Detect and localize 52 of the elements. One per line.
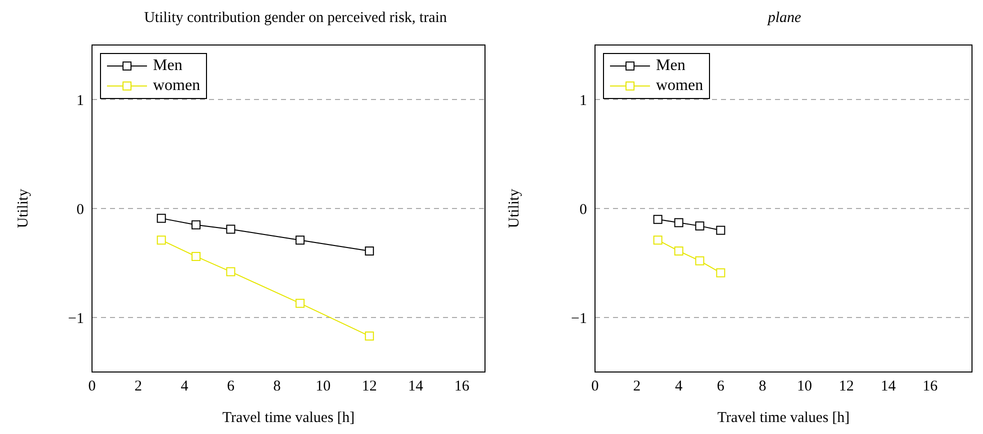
x-tick-label: 10 [316, 378, 331, 395]
point [716, 268, 726, 278]
point [156, 236, 166, 245]
y-axis-title: Utility [15, 188, 32, 228]
legend-label: Men [656, 56, 686, 76]
point [695, 221, 704, 230]
x-tick-label: 8 [758, 378, 766, 395]
x-tick-label: 14 [408, 378, 424, 395]
point [192, 220, 201, 230]
x-tick-label: 12 [362, 378, 377, 395]
y-tick-label: −1 [571, 310, 587, 327]
point [156, 214, 166, 223]
y-tick-label: 1 [76, 92, 84, 109]
x-tick-label: 16 [922, 378, 938, 395]
x-tick-label: 12 [838, 378, 854, 395]
x-axis-title: Travel time values [h] [222, 410, 355, 426]
x-tick-label: 2 [134, 378, 142, 395]
x-tick-label: 16 [454, 378, 470, 395]
x-axis-title: Travel time values [h] [717, 410, 850, 426]
chart-title: Utility contribution gender on perceived risk, train [143, 10, 448, 27]
x-tick-label: 4 [675, 378, 684, 395]
point [653, 236, 662, 245]
x-tick-label: 14 [880, 378, 896, 395]
y-tick-label: 0 [580, 202, 587, 218]
point [296, 298, 305, 308]
y-tick-label: −1 [68, 310, 84, 327]
x-tick-label: 6 [716, 378, 725, 395]
point [653, 214, 662, 224]
point [716, 226, 726, 235]
x-tick-label: 0 [591, 378, 599, 395]
point [226, 224, 236, 234]
y-tick-label: 0 [76, 202, 84, 218]
point [674, 218, 684, 228]
point [296, 236, 305, 245]
point [364, 332, 374, 341]
point [674, 246, 684, 256]
point [695, 256, 704, 266]
x-tick-label: 10 [796, 378, 812, 395]
x-tick-label: 0 [88, 378, 96, 395]
chart-title: plane [766, 10, 802, 27]
x-tick-label: 6 [226, 378, 235, 395]
point [192, 252, 201, 261]
legend-label: Men [153, 56, 182, 76]
x-tick-label: 4 [180, 378, 189, 395]
legend-label: women [153, 76, 200, 96]
x-tick-label: 8 [273, 378, 281, 395]
y-axis-title: Utility [506, 188, 522, 228]
legend-label: women [656, 76, 704, 96]
y-tick-label: 1 [580, 92, 587, 109]
point [364, 246, 374, 256]
x-tick-label: 2 [633, 378, 641, 395]
point [226, 267, 236, 276]
